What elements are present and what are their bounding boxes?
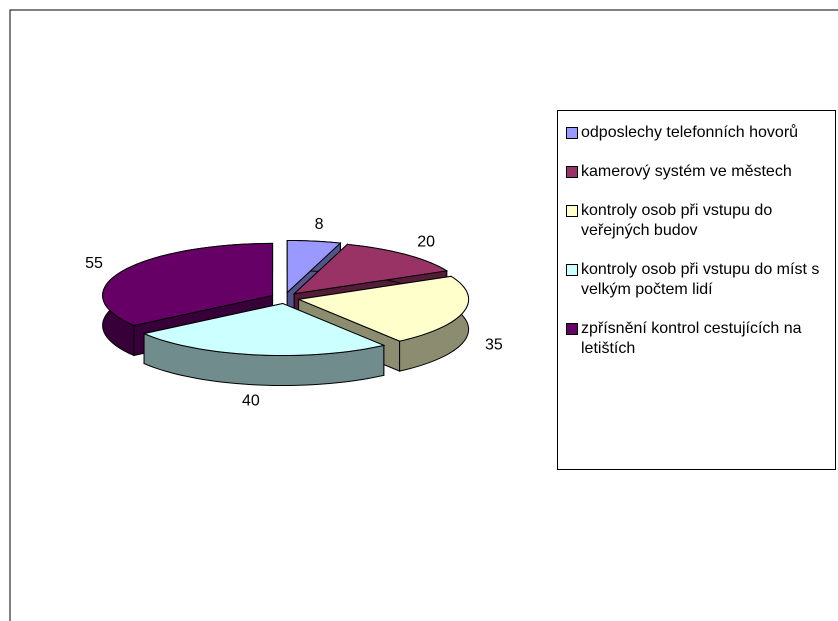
chart-frame — [9, 9, 838, 621]
slice-top — [142, 303, 386, 357]
data-label: 40 — [242, 392, 260, 409]
data-label: 8 — [315, 216, 324, 233]
data-label: 20 — [417, 233, 435, 250]
legend-item: kamerový systém ve městech — [566, 162, 829, 182]
legend-label: kontroly osob při vstupu do míst s velký… — [581, 261, 820, 298]
legend-label: zpřísnění kontrol cestujících na letiští… — [581, 320, 802, 357]
legend-swatch — [566, 127, 578, 139]
legend-swatch — [566, 205, 578, 217]
legend-item: kontroly osob při vstupu do veřejných bu… — [566, 201, 829, 241]
legend-swatch — [566, 264, 578, 276]
slice — [142, 302, 386, 387]
legend-swatch — [566, 323, 578, 335]
legend: odposlechy telefonních hovorů kamerový sy… — [557, 110, 836, 470]
legend-swatch — [566, 166, 578, 178]
slice-top — [296, 275, 470, 342]
slice-top — [102, 242, 274, 327]
legend-item: zpřísnění kontrol cestujících na letiští… — [566, 319, 829, 359]
legend-item: odposlechy telefonních hovorů — [566, 123, 829, 143]
legend-label: kamerový systém ve městech — [581, 163, 792, 180]
legend-label: odposlechy telefonních hovorů — [581, 124, 799, 141]
legend-label: kontroly osob při vstupu do veřejných bu… — [581, 202, 773, 239]
slice-top — [292, 243, 449, 295]
data-label: 55 — [85, 255, 103, 272]
slice-top — [286, 239, 342, 294]
legend-item: kontroly osob při vstupu do míst s velký… — [566, 260, 829, 300]
data-label: 35 — [485, 337, 503, 354]
